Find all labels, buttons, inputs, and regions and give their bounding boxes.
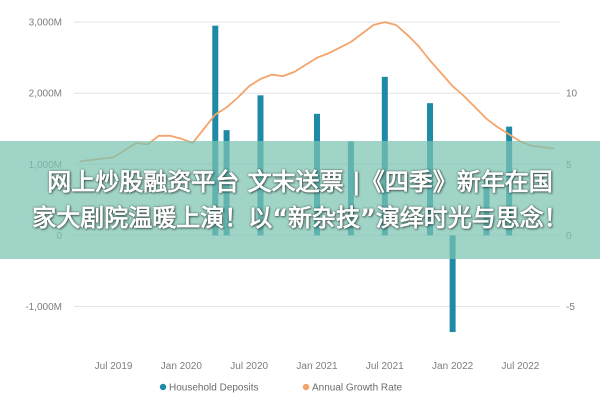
legend-marker xyxy=(302,383,310,391)
bar-household-deposits xyxy=(449,235,456,333)
y-right-tick-label: 10 xyxy=(566,89,578,100)
headline-line-1: 网上炒股融资平台 文末送票 |《四季》新年在国 xyxy=(47,168,553,196)
x-tick-label: Jan 2021 xyxy=(296,361,338,372)
y-left-tick-label: 2,000M xyxy=(29,89,62,100)
headline-line-2: 家大剧院温暖上演！以“新杂技”演绎时光与思念！ xyxy=(32,204,568,232)
x-tick-label: Jan 2020 xyxy=(161,361,203,372)
bar-household-deposits xyxy=(212,25,219,236)
legend-marker xyxy=(159,383,167,391)
headline-banner: 网上炒股融资平台 文末送票 |《四季》新年在国 家大剧院温暖上演！以“新杂技”演… xyxy=(0,141,600,259)
legend-label: Annual Growth Rate xyxy=(312,383,402,394)
x-tick-label: Jul 2022 xyxy=(502,361,540,372)
y-left-tick-label: 3,000M xyxy=(29,18,62,29)
x-tick-label: Jul 2020 xyxy=(230,361,268,372)
y-right-tick-label: -5 xyxy=(566,302,575,313)
x-tick-label: Jan 2022 xyxy=(432,361,474,372)
line-annual-growth-rate xyxy=(79,21,555,163)
x-tick-label: Jul 2021 xyxy=(366,361,404,372)
y-left-tick-label: -1,000M xyxy=(25,302,62,313)
x-tick-label: Jul 2019 xyxy=(95,361,133,372)
legend-label: Household Deposits xyxy=(169,383,259,394)
